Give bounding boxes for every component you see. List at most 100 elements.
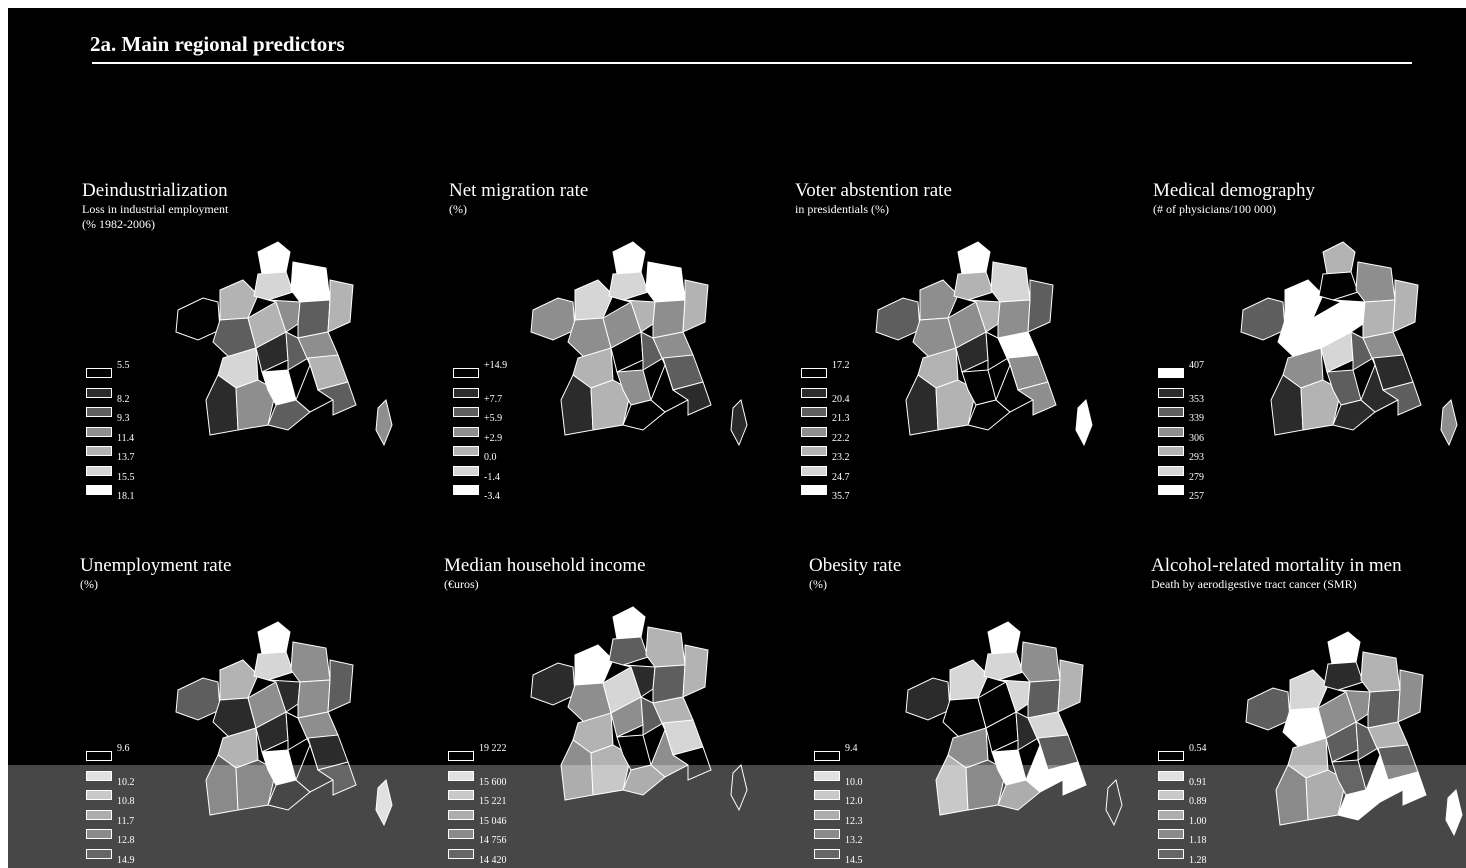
legend-swatch [453, 465, 479, 476]
legend-label: 22.2 [832, 432, 850, 444]
legend-swatch [86, 770, 112, 781]
map-region [267, 679, 301, 713]
map-region [316, 761, 357, 796]
legend-swatch [801, 485, 827, 495]
legend-swatch [801, 368, 827, 378]
map-region [560, 374, 594, 436]
map-region [1240, 297, 1286, 341]
figure-canvas: 2a. Main regional predictors Deindustria… [8, 8, 1466, 868]
map-region [375, 779, 393, 827]
legend-label: 0.54 [1189, 743, 1207, 754]
panel-subtitle: in presidentials (%) [795, 202, 889, 216]
legend-label: 407 [1189, 360, 1204, 371]
legend-label: 20.4 [832, 393, 850, 405]
map-region [375, 399, 393, 447]
legend-swatch [448, 848, 474, 859]
map-region [285, 711, 309, 751]
legend-swatch [801, 387, 827, 398]
legend-swatch [448, 809, 474, 820]
legend-swatch [1158, 485, 1184, 495]
legend-label: 15 600 [479, 776, 507, 788]
map-region [219, 279, 259, 321]
legend-label: 19 222 [479, 743, 507, 754]
legend-label: 11.7 [117, 815, 135, 827]
legend-label: 14 420 [479, 854, 507, 866]
map-region [1305, 769, 1347, 821]
legend-label: 0.89 [1189, 796, 1207, 807]
map-region [1327, 631, 1361, 665]
legend-label: 17.2 [832, 360, 850, 371]
legend-label: 353 [1189, 393, 1204, 405]
map-region [295, 363, 334, 413]
legend-label: 5.5 [117, 360, 130, 371]
panel-subtitle: (%) [809, 577, 827, 591]
legend-label: 13.2 [845, 835, 863, 846]
legend-swatch [801, 446, 827, 456]
map-region [1337, 789, 1381, 821]
map-region [327, 279, 354, 333]
map-region [235, 759, 277, 811]
legend-swatch [453, 387, 479, 398]
panel-title: Net migration rate [449, 180, 589, 201]
map-region [650, 363, 689, 413]
map-region [530, 297, 576, 341]
map-region [290, 641, 331, 683]
france-choropleth-map [1240, 241, 1458, 447]
map-region [285, 331, 309, 371]
legend-swatch [86, 407, 112, 417]
map-region [1025, 743, 1064, 793]
map-region [1020, 641, 1061, 683]
legend-swatch [1158, 790, 1184, 800]
map-region [608, 636, 649, 666]
panel-title: Medical demography [1153, 180, 1315, 201]
legend-swatch [801, 426, 827, 437]
legend-swatch [86, 485, 112, 495]
panel-subtitle: Loss in industrial employment (% 1982-20… [82, 202, 229, 231]
map-region [257, 241, 291, 275]
legend-swatch [814, 790, 840, 800]
panel-title: Alcohol-related mortality in men [1151, 555, 1402, 576]
map-region [1360, 651, 1401, 693]
map-region [1075, 399, 1093, 447]
legend-swatch [814, 751, 840, 761]
panel-title: Voter abstention rate [795, 180, 952, 201]
map-region [1046, 761, 1087, 796]
map-region [257, 621, 291, 655]
map-region [965, 759, 1007, 811]
legend-label: 279 [1189, 471, 1204, 483]
map-region [253, 271, 294, 301]
legend-swatch [1158, 848, 1184, 859]
legend-label: 12.0 [845, 796, 863, 807]
panel-subtitle: (# of physicians/100 000) [1153, 202, 1276, 216]
panel-subtitle: Death by aerodigestive tract cancer (SMR… [1151, 577, 1357, 591]
legend-swatch [801, 407, 827, 417]
legend-swatch [86, 848, 112, 859]
legend-swatch [453, 426, 479, 437]
legend-label: 15 046 [479, 815, 507, 827]
legend-swatch [453, 407, 479, 417]
legend-swatch [1158, 770, 1184, 781]
map-region [682, 644, 709, 698]
legend-label: 0.91 [1189, 776, 1207, 788]
legend-label: -3.4 [484, 491, 500, 502]
map-region [935, 379, 977, 431]
legend-label: -1.4 [484, 471, 500, 483]
legend-swatch [86, 829, 112, 839]
map-region [919, 279, 959, 321]
map-region [987, 621, 1021, 655]
map-region [622, 764, 666, 796]
map-region [1323, 661, 1364, 691]
legend-swatch [86, 790, 112, 800]
legend-label: +14.9 [484, 360, 508, 371]
legend-swatch [453, 446, 479, 456]
map-region [622, 664, 656, 698]
france-choropleth-map [1245, 631, 1463, 837]
legend-swatch [86, 387, 112, 398]
map-region [295, 743, 334, 793]
map-region [650, 728, 689, 778]
legend-label: 1.00 [1189, 815, 1207, 827]
map-region [1365, 753, 1404, 803]
legend-label: 14.5 [845, 854, 863, 866]
map-region [267, 299, 301, 333]
legend-label: +5.9 [484, 413, 503, 424]
